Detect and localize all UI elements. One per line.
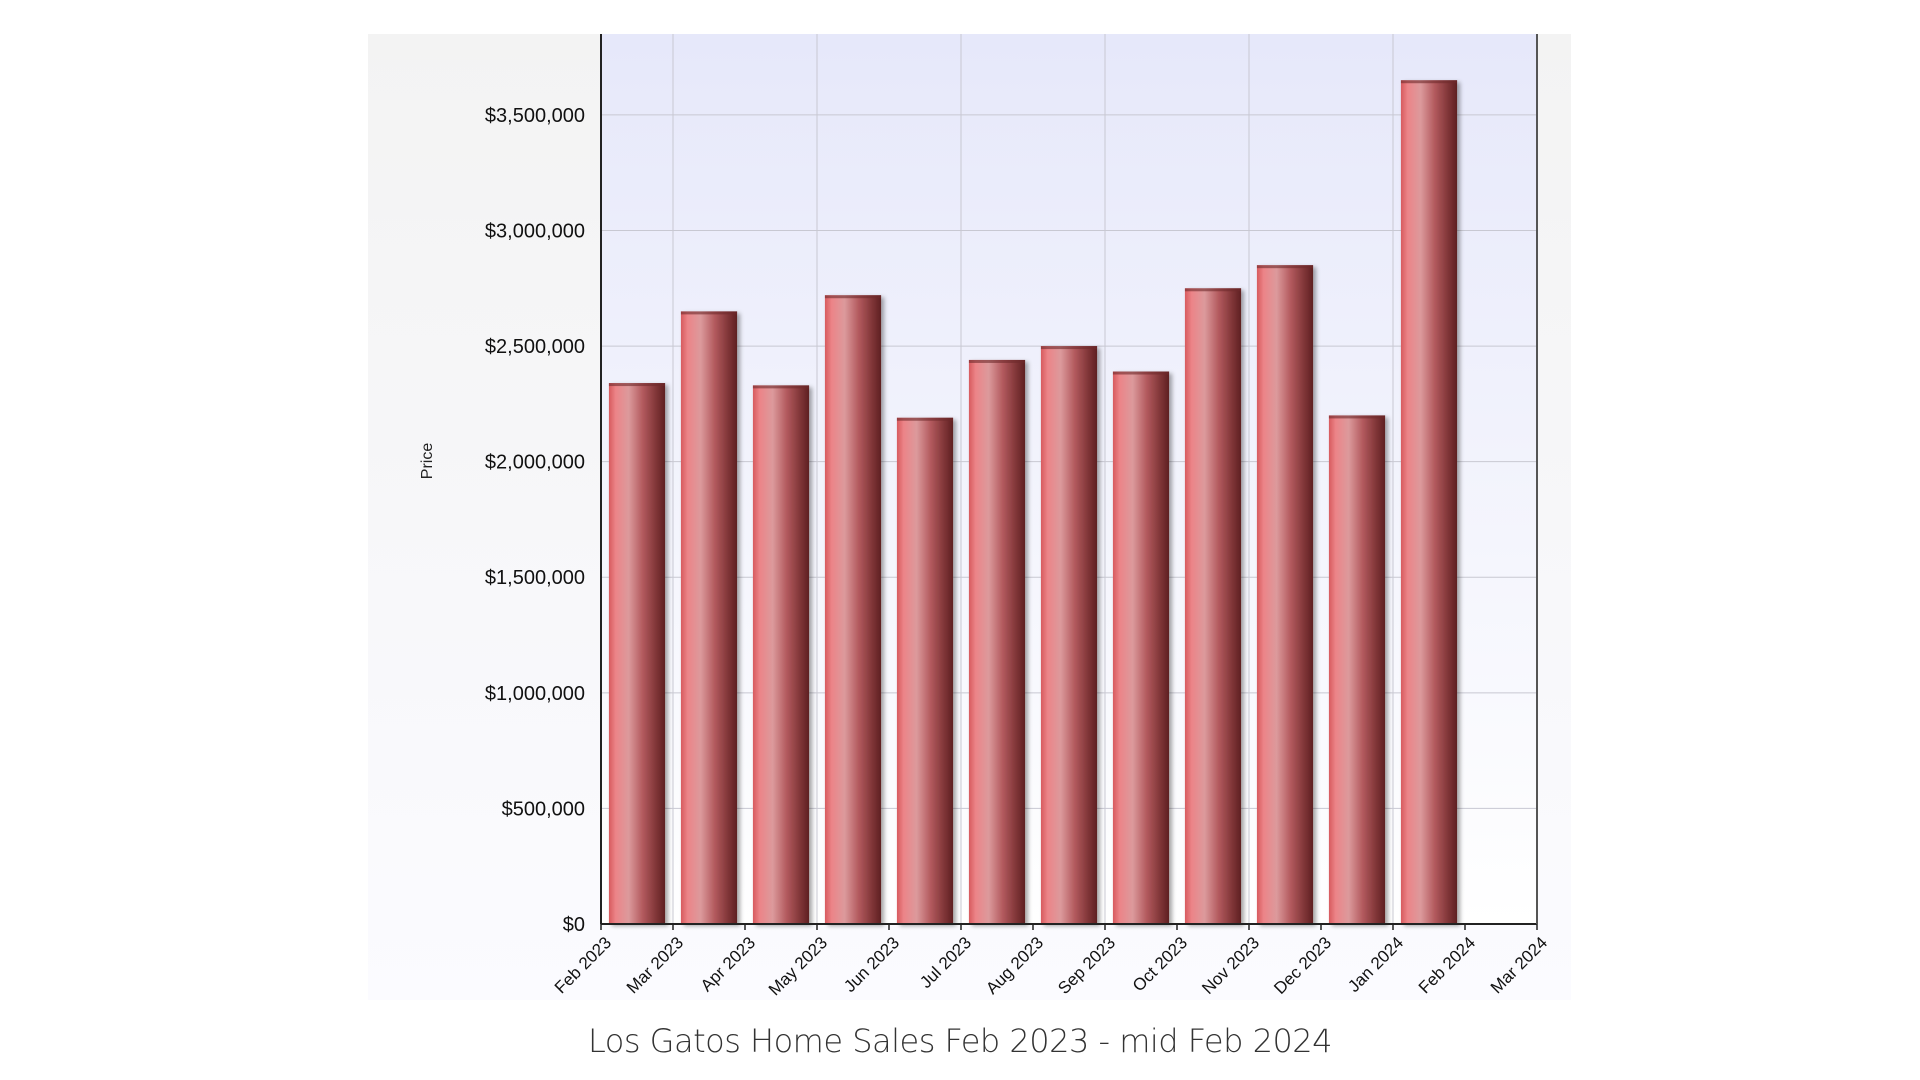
bar-jun-2023 (896, 417, 954, 924)
bar-top-edge (1328, 415, 1386, 419)
y-tick-label: $2,000,000 (485, 452, 585, 474)
chart-caption: Los Gatos Home Sales Feb 2023 - mid Feb … (587, 1022, 1333, 1060)
bar-jul-2023 (968, 359, 1026, 924)
bar-jan-2024 (1400, 80, 1458, 924)
bar-oct-2023 (1184, 288, 1242, 924)
bar-top-edge (1256, 265, 1314, 269)
bar-mar-2023 (680, 311, 738, 924)
axes (600, 34, 1538, 930)
bar-top-edge (1112, 371, 1170, 375)
y-tick-label: $2,500,000 (485, 336, 585, 358)
bar-may-2023 (824, 295, 882, 924)
y-tick-label: $0 (563, 914, 585, 936)
bar-top-edge (1040, 346, 1098, 350)
bar-aug-2023 (1040, 346, 1098, 925)
bars (608, 80, 1458, 925)
bar-top-edge (1400, 80, 1458, 84)
y-tick-label: $3,000,000 (485, 220, 585, 242)
bar-top-edge (752, 385, 810, 389)
bar-top-edge (680, 311, 738, 315)
y-tick-label: $3,500,000 (485, 105, 585, 127)
bar-apr-2023 (752, 385, 810, 925)
bar-dec-2023 (1328, 415, 1386, 924)
bar-top-edge (896, 417, 954, 421)
y-tick-label: $1,500,000 (485, 567, 585, 589)
bar-nov-2023 (1256, 265, 1314, 924)
y-axis-title: Price (419, 443, 436, 480)
bar-top-edge (1184, 288, 1242, 292)
y-tick-label: $1,000,000 (485, 683, 585, 705)
y-tick-labels: $0 $500,000 $1,000,000 $1,500,000 $2,000,000… (485, 105, 585, 936)
bar-top-edge (824, 295, 882, 299)
bar-top-edge (968, 359, 1026, 363)
bar-sep-2023 (1112, 371, 1170, 925)
grid-lines (601, 34, 1537, 924)
y-tick-label: $500,000 (502, 798, 585, 820)
bar-feb-2023 (608, 383, 666, 924)
bar-top-edge (608, 383, 666, 387)
